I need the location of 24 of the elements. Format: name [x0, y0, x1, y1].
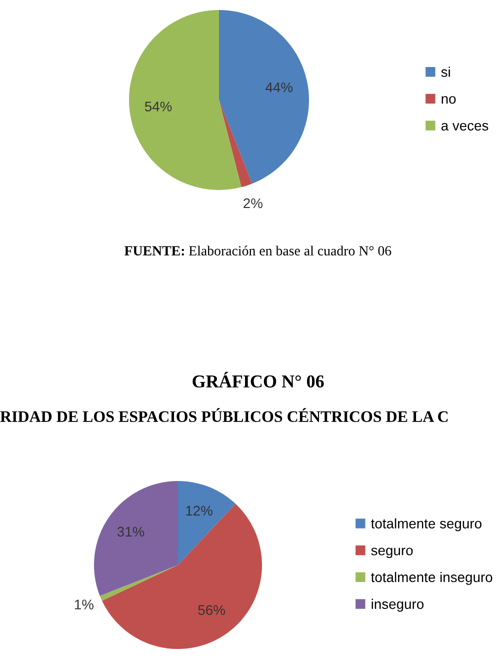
legend-label: totalmente inseguro [371, 572, 492, 585]
data-label: 44% [266, 82, 293, 92]
data-label: 31% [117, 526, 144, 537]
chart-subtitle: RIDAD DE LOS ESPACIOS PÚBLICOS CÉNTRICOS DE LA C [0, 408, 448, 422]
legend-label: totalmente seguro [371, 518, 482, 532]
legend-label: no [442, 96, 456, 104]
pie-slice [178, 481, 236, 565]
pie-slice [219, 10, 309, 184]
pie-slice [219, 100, 252, 188]
pie-slice [129, 10, 242, 190]
data-label: 2% [244, 198, 262, 208]
legend-label: seguro [371, 548, 413, 558]
legend-label: si [441, 66, 450, 77]
data-label: 56% [198, 605, 225, 615]
data-label: 54% [144, 102, 172, 112]
pie-slice [94, 481, 178, 596]
chart-title: GRÁFICO N° 06 [192, 372, 324, 388]
data-label: 1% [74, 600, 94, 610]
pie-slice [102, 504, 262, 649]
legend-label: inseguro [372, 598, 424, 612]
pie-slice [100, 565, 178, 601]
legend-label: a veces [441, 122, 488, 131]
source-note: FUENTE: Elaboración en base al cuadro N° 06 [124, 246, 392, 256]
data-label: 12% [186, 506, 212, 516]
